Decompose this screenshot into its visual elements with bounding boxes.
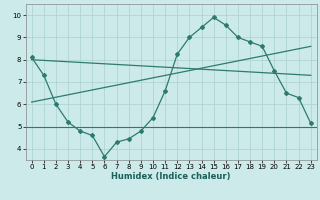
X-axis label: Humidex (Indice chaleur): Humidex (Indice chaleur): [111, 172, 231, 181]
